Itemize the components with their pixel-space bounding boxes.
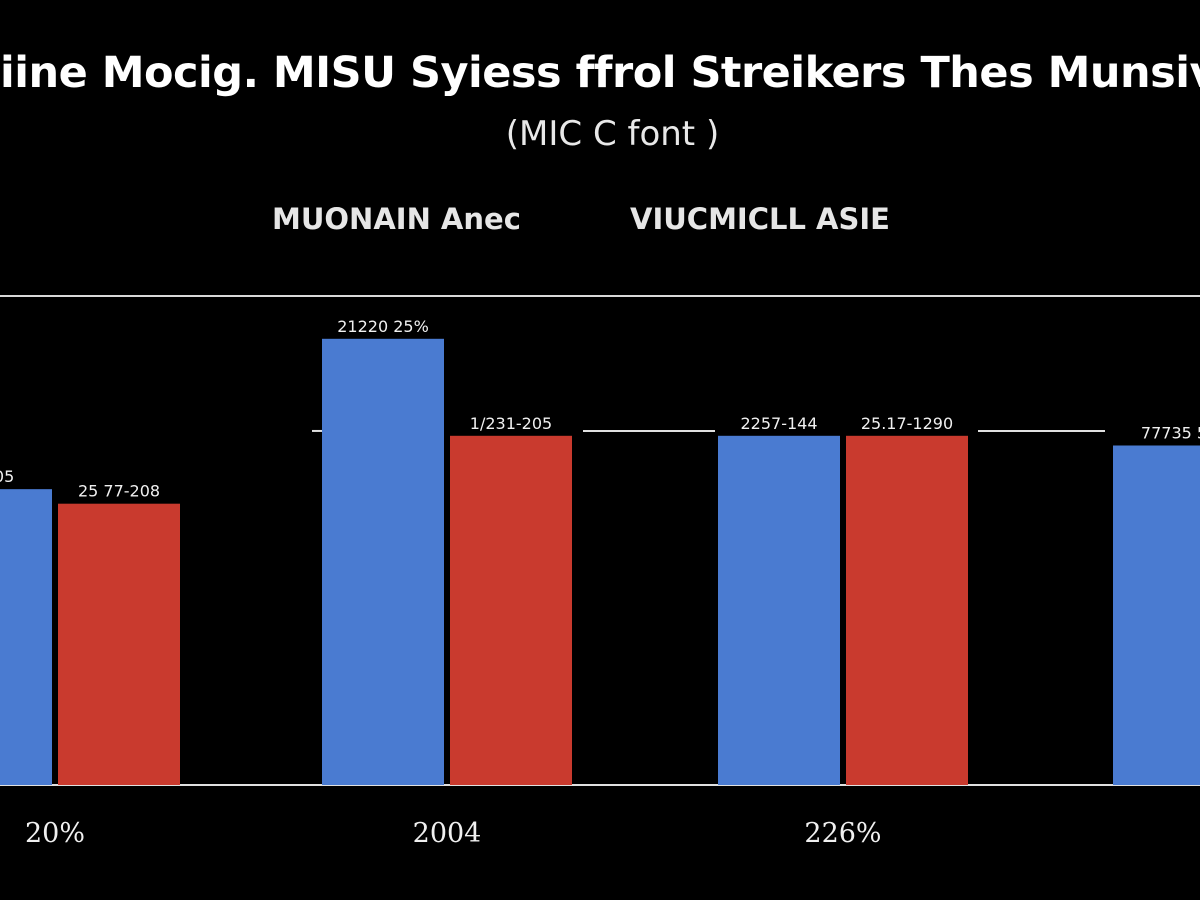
bar-value-label: 1/231-205 [470,414,552,433]
bar-value-label: 25 77-208 [78,482,160,501]
bar-series-2-2 [450,435,572,785]
bar-value-label: 25.17-1290 [861,414,953,433]
bar-series-1-4 [1113,445,1200,785]
bar-series-1-3 [718,435,840,785]
category-label: 20% [25,818,85,849]
legend-entry-series-2: VIUCMICLL ASIE [630,202,890,236]
bar-series-1-1 [0,489,52,785]
bar-series-2-1 [58,503,180,785]
legend-entry-series-1: MUONAIN Anec [272,202,521,236]
chart-title: iine Mocig. MISU Syiess ffrol Streikers … [0,48,1200,98]
bar-value-label: 2257-144 [740,414,817,433]
chart-subtitle: (MIC C font ) [505,114,720,154]
category-label: 226% [804,818,881,849]
bar-value-label: -1005 [0,467,14,486]
top-divider-line [0,295,1200,297]
bar-series-2-3 [846,435,968,785]
bar-value-label: 21220 25% [337,317,429,336]
bar-series-1-2 [322,338,444,785]
bar-value-label: 77735 5 [1141,424,1200,443]
category-label: 2004 [413,818,482,849]
